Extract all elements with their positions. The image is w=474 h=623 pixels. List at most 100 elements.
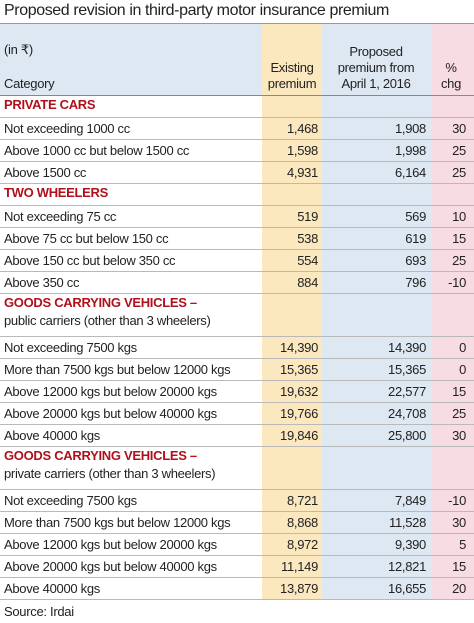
category: Above 20000 kgs but below 40000 kgs [0,555,262,578]
section-title: GOODS CARRYING VEHICLES – [4,295,197,310]
data-row: Above 150 cc but below 350 cc 554 693 25 [0,249,474,272]
section-cell: GOODS CARRYING VEHICLES – public carriers… [0,293,262,337]
category: Above 12000 kgs but below 20000 kgs [0,380,262,403]
data-row: Above 1500 cc 4,931 6,164 25 [0,161,474,184]
proposed-premium: 693 [322,249,432,272]
existing-premium: 1,598 [262,139,322,162]
proposed-premium: 1,908 [322,117,432,140]
category: Above 1500 cc [0,161,262,184]
existing-premium: 538 [262,227,322,250]
proposed-premium: 569 [322,205,432,228]
section-title: TWO WHEELERS [4,185,109,200]
percent-change: 15 [432,227,474,250]
existing-premium: 1,468 [262,117,322,140]
data-row: Above 20000 kgs but below 40000 kgs 11,14… [0,555,474,578]
data-row: Above 350 cc 884 796 -10 [0,271,474,294]
header-cell: % chg [432,24,474,96]
category: Above 1000 cc but below 1500 cc [0,139,262,162]
percent-change: 30 [432,424,474,447]
proposed-premium: 11,528 [322,511,432,534]
data-row: Not exceeding 7500 kgs 8,721 7,849 -10 [0,489,474,512]
existing-premium: 19,766 [262,402,322,425]
category: Not exceeding 1000 cc [0,117,262,140]
data-row: Not exceeding 1000 cc 1,468 1,908 30 [0,117,474,140]
header-label: Category [4,76,55,91]
section-cell: TWO WHEELERS [0,183,262,206]
existing-premium: 15,365 [262,358,322,381]
proposed-premium: 12,821 [322,555,432,578]
section-blank [322,95,432,118]
category: Above 12000 kgs but below 20000 kgs [0,533,262,556]
existing-premium: 19,846 [262,424,322,447]
category: More than 7500 kgs but below 12000 kgs [0,358,262,381]
data-row: Above 20000 kgs but below 40000 kgs 19,76… [0,402,474,425]
section-blank [322,183,432,206]
proposed-premium: 14,390 [322,336,432,359]
existing-premium: 8,868 [262,511,322,534]
existing-premium: 8,721 [262,489,322,512]
category: Not exceeding 7500 kgs [0,489,262,512]
category: Not exceeding 75 cc [0,205,262,228]
section-subtitle: private carriers (other than 3 wheelers) [4,466,216,481]
section-blank [322,293,432,337]
data-row: Not exceeding 75 cc 519 569 10 [0,205,474,228]
proposed-premium: 7,849 [322,489,432,512]
percent-change: 25 [432,249,474,272]
existing-premium: 8,972 [262,533,322,556]
proposed-premium: 25,800 [322,424,432,447]
source: Source: Irdai [4,604,74,619]
category: Above 350 cc [0,271,262,294]
percent-change: 25 [432,402,474,425]
proposed-premium: 796 [322,271,432,294]
data-row: Above 12000 kgs but below 20000 kgs 8,972… [0,533,474,556]
percent-change: 15 [432,380,474,403]
proposed-premium: 15,365 [322,358,432,381]
section-subtitle: public carriers (other than 3 wheelers) [4,313,211,328]
section-blank [262,95,322,118]
existing-premium: 11,149 [262,555,322,578]
existing-premium: 19,632 [262,380,322,403]
header-row: (in ₹) Category Existing premium Proposed… [0,24,474,96]
existing-premium: 884 [262,271,322,294]
category: More than 7500 kgs but below 12000 kgs [0,511,262,534]
existing-premium: 14,390 [262,336,322,359]
proposed-premium: 22,577 [322,380,432,403]
category: Above 20000 kgs but below 40000 kgs [0,402,262,425]
section-blank [432,293,474,337]
section-blank [262,183,322,206]
section-row: PRIVATE CARS [0,95,474,118]
section-blank [322,446,432,490]
existing-premium: 13,879 [262,577,322,600]
percent-change: -10 [432,489,474,512]
category: Above 75 cc but below 150 cc [0,227,262,250]
section-cell: GOODS CARRYING VEHICLES – private carrier… [0,446,262,490]
data-row: Above 40000 kgs 13,879 16,655 20 [0,577,474,600]
proposed-premium: 1,998 [322,139,432,162]
section-blank [432,95,474,118]
section-title: GOODS CARRYING VEHICLES – [4,448,197,463]
data-row: Above 12000 kgs but below 20000 kgs 19,63… [0,380,474,403]
data-row: Above 40000 kgs 19,846 25,800 30 [0,424,474,447]
category: Above 40000 kgs [0,577,262,600]
existing-premium: 4,931 [262,161,322,184]
percent-change: 25 [432,139,474,162]
percent-change: -10 [432,271,474,294]
proposed-premium: 6,164 [322,161,432,184]
data-row: Above 75 cc but below 150 cc 538 619 15 [0,227,474,250]
section-blank [262,446,322,490]
data-row: Not exceeding 7500 kgs 14,390 14,390 0 [0,336,474,359]
category: Not exceeding 7500 kgs [0,336,262,359]
title: Proposed revision in third-party motor i… [0,0,474,24]
section-row: GOODS CARRYING VEHICLES – private carrier… [0,446,474,490]
category: Above 40000 kgs [0,424,262,447]
header-cell: (in ₹) Category [0,24,262,96]
section-cell: PRIVATE CARS [0,95,262,118]
proposed-premium: 24,708 [322,402,432,425]
category: Above 150 cc but below 350 cc [0,249,262,272]
existing-premium: 519 [262,205,322,228]
data-row: More than 7500 kgs but below 12000 kgs 15… [0,358,474,381]
header-cell: Proposed premium from April 1, 2016 [322,24,432,96]
percent-change: 30 [432,511,474,534]
existing-premium: 554 [262,249,322,272]
